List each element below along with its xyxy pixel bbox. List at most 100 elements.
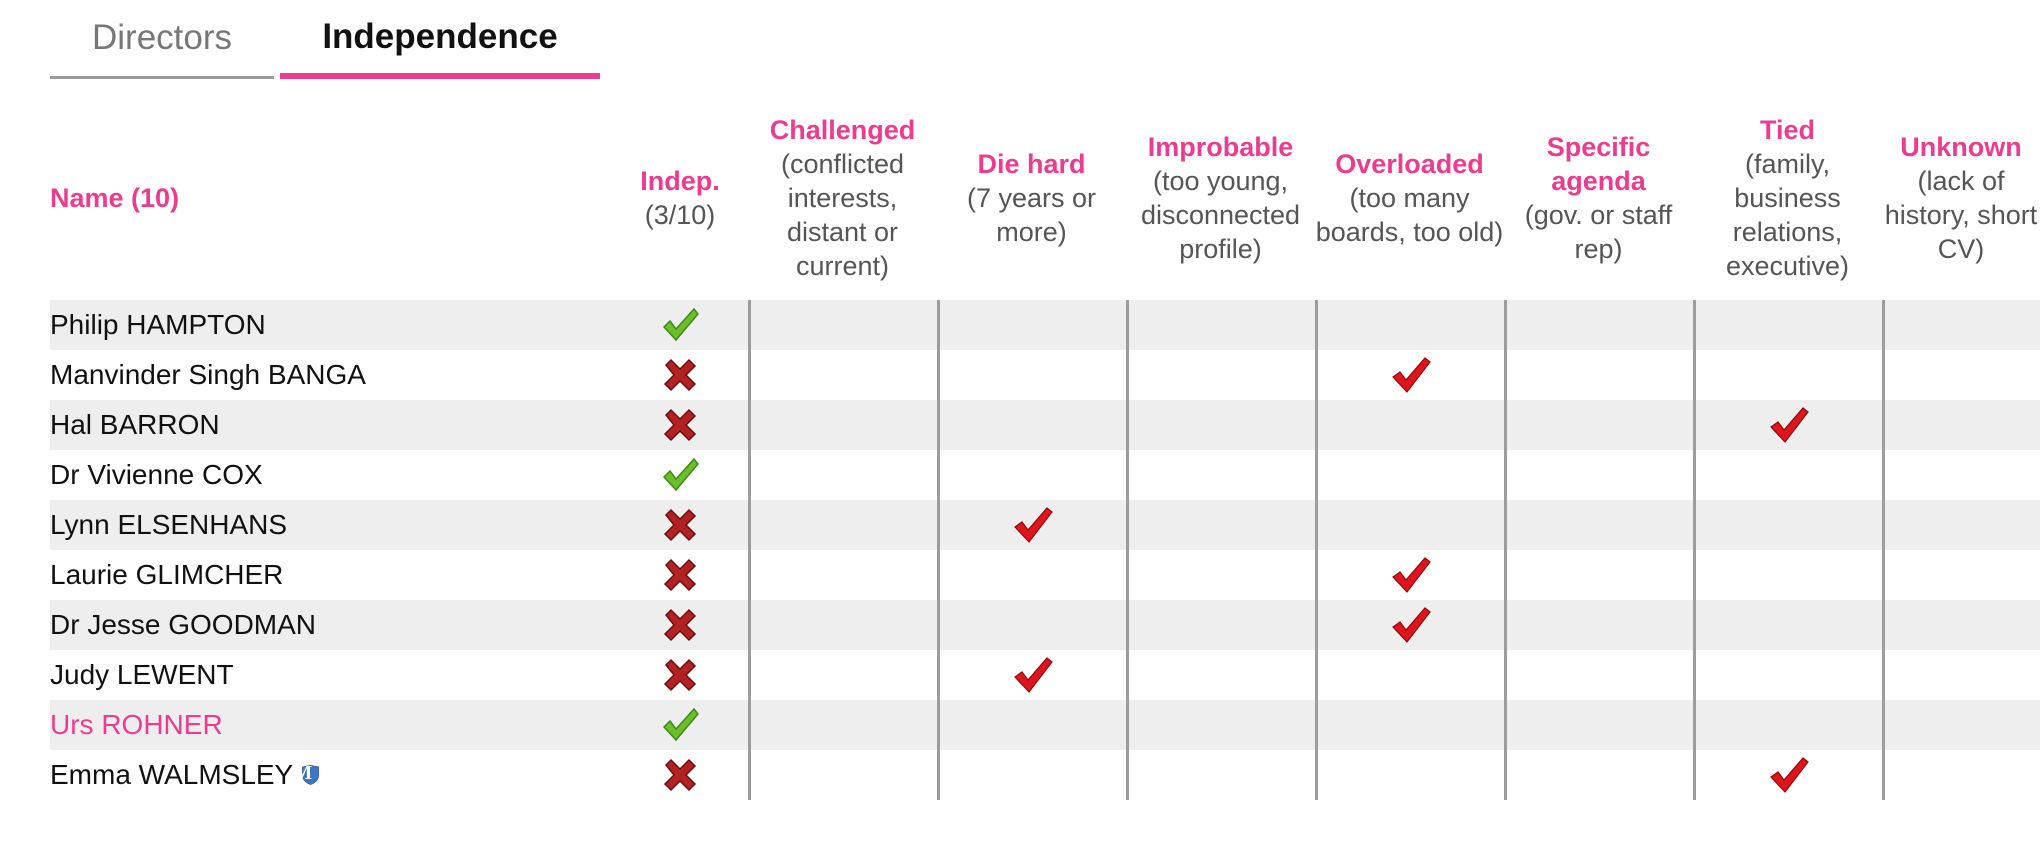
criterion-cell-tied	[1693, 500, 1882, 550]
header-indep[interactable]: Indep. (3/10)	[612, 95, 748, 300]
criterion-cell-unknown	[1882, 650, 2040, 700]
green-check-icon	[660, 455, 700, 495]
criterion-cell-diehard	[937, 450, 1126, 500]
red-cross-icon	[660, 755, 700, 795]
tab-directors[interactable]: Directors	[50, 0, 274, 79]
not-independent-cross-icon-cell	[612, 500, 748, 550]
director-name: Dr Vivienne COX	[50, 459, 263, 490]
criterion-cell-specific	[1504, 650, 1693, 700]
criterion-cell-tied	[1693, 350, 1882, 400]
not-independent-cross-icon-cell	[612, 550, 748, 600]
header-challenged[interactable]: Challenged (conflicted interests, distan…	[748, 95, 937, 300]
header-unknown[interactable]: Unknown (lack of history, short CV)	[1882, 95, 2040, 300]
director-name-cell: Philip HAMPTON	[50, 300, 612, 350]
criterion-cell-overloaded	[1315, 450, 1504, 500]
red-check-icon	[1390, 555, 1432, 595]
director-name-cell: Hal BARRON	[50, 400, 612, 450]
criterion-cell-challenged	[748, 350, 937, 400]
director-name-cell: Laurie GLIMCHER	[50, 550, 612, 600]
criterion-cell-improbable	[1126, 350, 1315, 400]
criterion-cell-challenged	[748, 650, 937, 700]
criterion-cell-improbable	[1126, 450, 1315, 500]
shield-badge-icon: M	[293, 755, 339, 795]
not-independent-cross-icon-cell	[612, 350, 748, 400]
criterion-cell-specific	[1504, 450, 1693, 500]
green-check-icon	[660, 305, 700, 345]
header-unknown-title: Unknown	[1900, 131, 2022, 162]
criterion-cell-improbable	[1126, 700, 1315, 750]
not-independent-cross-icon-cell	[612, 650, 748, 700]
criterion-cell-specific	[1504, 300, 1693, 350]
red-check-icon	[1768, 755, 1810, 795]
criterion-cell-overloaded	[1315, 350, 1504, 400]
header-challenged-title: Challenged	[769, 114, 916, 145]
header-improbable-title: Improbable	[1147, 131, 1294, 162]
director-name-cell: Manvinder Singh BANGA	[50, 350, 612, 400]
criterion-cell-improbable	[1126, 300, 1315, 350]
header-improbable[interactable]: Improbable (too young, disconnected prof…	[1126, 95, 1315, 300]
director-name: Hal BARRON	[50, 409, 220, 440]
header-tied[interactable]: Tied (family, business relations, execut…	[1693, 95, 1882, 300]
criterion-cell-diehard	[937, 650, 1126, 700]
director-name-cell[interactable]: Urs ROHNER	[50, 700, 612, 750]
director-name: Manvinder Singh BANGA	[50, 359, 366, 390]
director-name[interactable]: Urs ROHNER	[50, 709, 223, 740]
header-name[interactable]: Name (10)	[50, 95, 612, 300]
green-check-icon	[660, 705, 700, 745]
criterion-cell-challenged	[748, 550, 937, 600]
criterion-cell-challenged	[748, 700, 937, 750]
criterion-cell-specific	[1504, 500, 1693, 550]
criterion-cell-challenged	[748, 600, 937, 650]
criterion-cell-diehard	[937, 700, 1126, 750]
red-check-icon	[1012, 505, 1054, 545]
header-tied-sub: (family, business relations, executive)	[1725, 148, 1850, 281]
header-diehard-sub: (7 years or more)	[966, 182, 1097, 247]
criterion-cell-unknown	[1882, 300, 2040, 350]
red-check-icon	[1390, 355, 1432, 395]
director-name-cell: Dr Vivienne COX	[50, 450, 612, 500]
director-name: Lynn ELSENHANS	[50, 509, 288, 540]
director-name-cell: Judy LEWENT	[50, 650, 612, 700]
criterion-cell-overloaded	[1315, 650, 1504, 700]
tab-independence[interactable]: Independence	[280, 0, 600, 79]
header-overloaded[interactable]: Overloaded (too many boards, too old)	[1315, 95, 1504, 300]
header-tied-title: Tied	[1759, 114, 1815, 145]
criterion-cell-unknown	[1882, 500, 2040, 550]
criterion-cell-overloaded	[1315, 700, 1504, 750]
header-diehard-title: Die hard	[977, 148, 1086, 179]
criterion-cell-tied	[1693, 750, 1882, 800]
criterion-cell-unknown	[1882, 550, 2040, 600]
criterion-cell-specific	[1504, 400, 1693, 450]
criterion-cell-diehard	[937, 600, 1126, 650]
criterion-cell-challenged	[748, 500, 937, 550]
header-specific[interactable]: Specific agenda (gov. or staff rep)	[1504, 95, 1693, 300]
red-check-icon	[1012, 655, 1054, 695]
criterion-cell-overloaded	[1315, 750, 1504, 800]
red-cross-icon	[660, 355, 700, 395]
director-name-cell: Lynn ELSENHANS	[50, 500, 612, 550]
red-cross-icon	[660, 655, 700, 695]
criterion-cell-diehard	[937, 500, 1126, 550]
criterion-cell-unknown	[1882, 600, 2040, 650]
criterion-cell-overloaded	[1315, 400, 1504, 450]
red-cross-icon	[660, 405, 700, 445]
director-name-cell: Dr Jesse GOODMAN	[50, 600, 612, 650]
criterion-cell-specific	[1504, 750, 1693, 800]
criterion-cell-tied	[1693, 650, 1882, 700]
independent-check-icon-cell	[612, 300, 748, 350]
tab-bar: Directors Independence	[50, 0, 600, 82]
header-diehard[interactable]: Die hard (7 years or more)	[937, 95, 1126, 300]
independent-check-icon-cell	[612, 700, 748, 750]
header-unknown-sub: (lack of history, short CV)	[1884, 165, 2038, 264]
independence-table: Name (10) Indep. (3/10) Challenged (conf…	[50, 95, 2040, 800]
criterion-cell-specific	[1504, 550, 1693, 600]
not-independent-cross-icon-cell	[612, 400, 748, 450]
criterion-cell-challenged	[748, 400, 937, 450]
criterion-cell-unknown	[1882, 400, 2040, 450]
criterion-cell-overloaded	[1315, 500, 1504, 550]
criterion-cell-improbable	[1126, 750, 1315, 800]
header-overloaded-title: Overloaded	[1335, 148, 1484, 179]
director-name: Philip HAMPTON	[50, 309, 266, 340]
not-independent-cross-icon-cell	[612, 750, 748, 800]
director-name-cell: Emma WALMSLEY M	[50, 750, 612, 800]
